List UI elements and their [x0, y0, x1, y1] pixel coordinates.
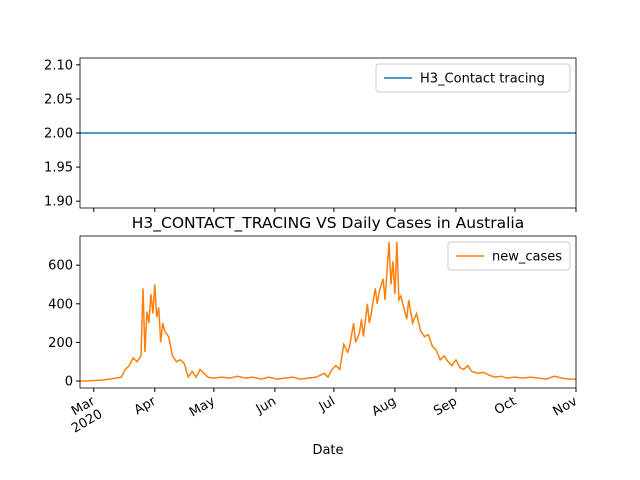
legend-frame [375, 63, 571, 93]
y-tick-label: 200 [48, 336, 73, 351]
x-tick-label: Apr [132, 394, 160, 419]
axes-frame [79, 235, 577, 389]
legend-label: H3_Contact tracing [420, 72, 545, 87]
y-tick-label: 1.95 [44, 161, 73, 176]
x-tick-label: Mar2020 [62, 394, 106, 437]
x-tick-label: Jun [253, 394, 279, 418]
legend: H3_Contact tracing [375, 63, 571, 93]
y-tick-label: 600 [48, 259, 73, 274]
legend-frame [447, 241, 571, 271]
axes-frame [79, 57, 577, 209]
y-tick-label: 2.10 [44, 58, 73, 73]
y-tick-label: 1.90 [44, 195, 73, 210]
x-tick-label: Oct [492, 394, 519, 418]
legend: new_cases [447, 241, 571, 271]
y-tick-label: 2.00 [44, 127, 73, 142]
x-tick-label: Jul [316, 394, 338, 415]
x-tick-label: May [187, 394, 218, 421]
x-tick-label: Sep [431, 394, 460, 419]
legend-label: new_cases [492, 250, 562, 265]
y-tick-label: 0 [65, 375, 73, 390]
chart-title: H3_CONTACT_TRACING VS Daily Cases in Aus… [132, 214, 524, 233]
x-tick-label: Nov [551, 394, 581, 420]
y-tick-label: 2.05 [44, 92, 73, 107]
y-tick-label: 400 [48, 297, 73, 312]
series-line [79, 241, 576, 382]
x-tick-label: Aug [369, 394, 398, 420]
x-axis-label: Date [312, 443, 343, 458]
